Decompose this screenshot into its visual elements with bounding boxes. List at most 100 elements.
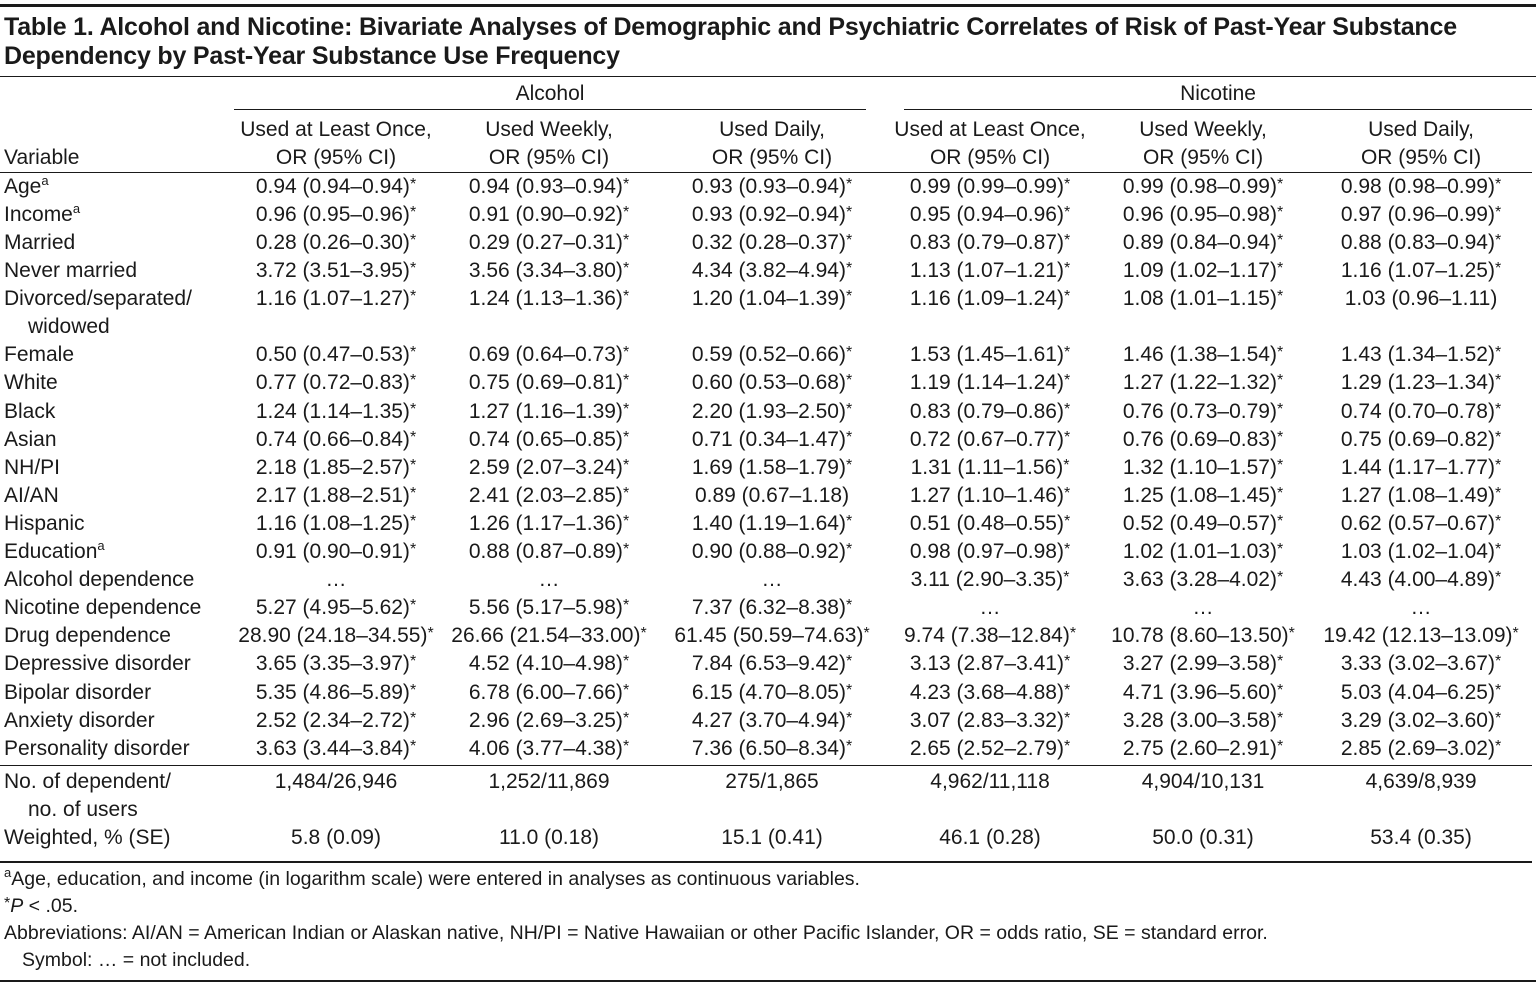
or-cell: 0.91 (0.90–0.91)*	[255, 540, 417, 564]
row-variable-label: Personality disorder	[0, 734, 234, 766]
or-cell: 0.95 (0.94–0.96)*	[909, 203, 1071, 227]
or-cell: 0.97 (0.96–0.99)*	[1340, 203, 1502, 227]
significance-star: *	[622, 288, 630, 306]
or-cell: 2.65 (2.52–2.79)*	[884, 734, 1097, 766]
table-title: Table 1. Alcohol and Nicotine: Bivariate…	[4, 13, 1457, 70]
significance-star: *	[1063, 372, 1071, 390]
or-cell: 1.19 (1.14–1.24)*	[909, 371, 1071, 395]
or-cell: 3.33 (3.02–3.67)*	[1340, 652, 1502, 676]
or-cell: 1.44 (1.17–1.77)*	[1340, 455, 1502, 479]
row-variable-label: Married	[4, 231, 76, 255]
significance-star: *	[1276, 681, 1284, 699]
significance-star: *	[845, 653, 853, 671]
significance-star: *	[1276, 400, 1284, 418]
or-cell: 2.85 (2.69–3.02)*	[1310, 734, 1533, 766]
significance-star: *	[622, 681, 630, 699]
significance-star: *	[622, 512, 630, 530]
row-variable-label: Incomea	[4, 201, 81, 227]
summary-cell: 4,904/10,131	[1141, 769, 1265, 793]
or-cell: 4.71 (3.96–5.60)*	[1122, 680, 1284, 704]
title-rule	[0, 76, 1536, 77]
significance-star: *	[409, 176, 417, 193]
significance-star: *	[1276, 288, 1284, 306]
or-cell: 0.50 (0.47–0.53)*	[255, 343, 417, 367]
or-cell: 0.93 (0.92–0.94)*	[691, 203, 853, 227]
row-variable-label: Agea	[4, 173, 49, 198]
significance-star: *	[409, 288, 417, 306]
or-cell: 3.63 (3.28–4.02)*	[1122, 568, 1284, 592]
significance-star: *	[1494, 344, 1502, 362]
significance-star: *	[845, 372, 853, 390]
or-cell: 0.99 (0.98–0.99)*	[1122, 175, 1284, 198]
or-cell: 1.24 (1.14–1.35)*	[255, 399, 417, 423]
significance-star: *	[1494, 681, 1502, 699]
or-cell: 1.27 (1.16–1.39)*	[468, 399, 630, 423]
significance-star: *	[845, 709, 853, 727]
or-cell: 0.88 (0.83–0.94)*	[1340, 231, 1502, 255]
or-cell: 0.28 (0.26–0.30)*	[255, 231, 417, 255]
or-cell: 0.94 (0.93–0.94)*	[468, 175, 630, 198]
row-variable-label: Asian	[4, 427, 57, 451]
or-cell: 1.69 (1.58–1.79)*	[691, 455, 853, 479]
significance-star: *	[622, 400, 630, 418]
or-cell: 1.03 (1.02–1.04)*	[1340, 540, 1502, 564]
significance-star: *	[1063, 681, 1071, 699]
or-cell: 1.02 (1.01–1.03)*	[1122, 540, 1284, 564]
or-cell: 0.75 (0.69–0.81)*	[468, 371, 630, 395]
summary-row: No. of dependent/no. of users 1,484/26,94…	[0, 765, 1532, 824]
significance-star: *	[1494, 176, 1502, 193]
or-cell: 5.27 (4.95–5.62)*	[255, 596, 417, 620]
or-cell: 3.29 (3.02–3.60)*	[1340, 708, 1502, 732]
or-cell: 1.29 (1.23–1.34)*	[1340, 371, 1502, 395]
significance-star: *	[845, 541, 853, 559]
or-cell: 9.74 (7.38–12.84)*	[904, 624, 1077, 648]
significance-star: *	[409, 372, 417, 390]
or-cell: 2.75 (2.60–2.91)*	[1096, 734, 1311, 766]
or-cell: 0.98 (0.98–0.99)*	[1340, 175, 1502, 198]
significance-star: *	[1494, 372, 1502, 390]
row-variable-label: Female	[4, 343, 75, 367]
table-row: NH/PI 2.18 (1.85–2.57)* 2.59 (2.07–3.24)* 1…	[0, 454, 1532, 482]
row-variable-label: Never married	[4, 259, 138, 283]
significance-star: *	[409, 597, 417, 615]
significance-star: *	[1276, 456, 1284, 474]
significance-star: *	[1494, 456, 1502, 474]
significance-star: *	[1063, 569, 1070, 587]
or-cell: 4.23 (3.68–4.88)*	[909, 680, 1071, 704]
footnote-symbol: Symbol: … = not included.	[22, 949, 251, 971]
significance-star: *	[1063, 456, 1070, 474]
summary-label: No. of dependent/no. of users	[4, 769, 171, 821]
or-cell: …	[761, 568, 783, 592]
or-cell: 1.31 (1.11–1.56)*	[910, 455, 1070, 479]
significance-star: *	[409, 681, 417, 699]
significance-star: *	[845, 232, 853, 250]
significance-star: *	[622, 597, 630, 615]
col-nicotine-once: Used at Least Once, OR (95% CI)	[884, 112, 1097, 173]
or-cell: 0.74 (0.66–0.84)*	[255, 427, 417, 451]
or-cell: 4.43 (4.00–4.89)*	[1340, 568, 1502, 592]
significance-star: *	[409, 400, 417, 418]
significance-star: *	[1276, 260, 1284, 278]
end-rule	[0, 980, 1536, 982]
significance-star: *	[845, 400, 853, 418]
or-cell: 0.75 (0.69–0.82)*	[1340, 427, 1502, 451]
significance-star: *	[622, 344, 630, 362]
significance-star: *	[1288, 625, 1295, 643]
or-cell: 1.16 (1.08–1.25)*	[255, 511, 417, 535]
significance-star: *	[845, 260, 853, 278]
significance-star: *	[1276, 569, 1284, 587]
significance-star: *	[622, 456, 630, 474]
table-row: Hispanic 1.16 (1.08–1.25)* 1.26 (1.17–1.36…	[0, 510, 1532, 538]
or-cell: 1.24 (1.13–1.36)*	[468, 287, 630, 311]
significance-star: *	[622, 737, 630, 755]
significance-star: *	[845, 288, 853, 306]
significance-star: *	[1494, 232, 1502, 250]
or-cell: 1.16 (1.07–1.25)*	[1340, 259, 1502, 283]
significance-star: *	[1063, 400, 1071, 418]
or-cell: 1.43 (1.34–1.52)*	[1340, 343, 1502, 367]
or-cell: 6.15 (4.70–8.05)*	[691, 680, 853, 704]
table-row: Never married 3.72 (3.51–3.95)* 3.56 (3.34…	[0, 257, 1532, 285]
significance-star: *	[845, 204, 853, 222]
row-variable-label: Bipolar disorder	[4, 680, 152, 704]
or-cell: 1.16 (1.09–1.24)*	[909, 287, 1071, 311]
